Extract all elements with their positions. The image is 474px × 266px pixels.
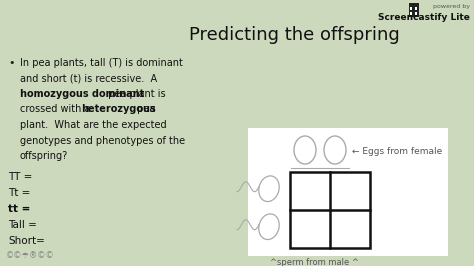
Bar	[290, 172, 370, 248]
Text: pea: pea	[134, 105, 155, 114]
Text: TT =: TT =	[8, 172, 32, 182]
Text: crossed with a: crossed with a	[20, 105, 94, 114]
Text: Short=: Short=	[8, 236, 45, 246]
Text: offspring?: offspring?	[20, 151, 68, 161]
Bar	[410, 7, 412, 10]
Bar	[248, 128, 448, 256]
Text: In pea plants, tall (T) is dominant: In pea plants, tall (T) is dominant	[20, 58, 183, 68]
Text: Screencastify Lite: Screencastify Lite	[378, 13, 470, 22]
Text: ©©☂®©©: ©©☂®©©	[6, 251, 55, 260]
Bar	[415, 7, 417, 10]
Ellipse shape	[294, 136, 316, 164]
Text: ^sperm from male ^: ^sperm from male ^	[270, 258, 359, 266]
Text: Tall =: Tall =	[8, 220, 37, 230]
Text: •: •	[8, 58, 15, 68]
Ellipse shape	[259, 176, 279, 202]
Text: Predicting the offspring: Predicting the offspring	[189, 26, 399, 44]
Text: heterozygous: heterozygous	[81, 105, 155, 114]
Text: powered by: powered by	[433, 4, 470, 9]
Text: tt =: tt =	[8, 204, 30, 214]
Ellipse shape	[259, 214, 279, 240]
Text: and short (t) is recessive.  A: and short (t) is recessive. A	[20, 73, 157, 84]
Ellipse shape	[324, 136, 346, 164]
Text: ← Eggs from female: ← Eggs from female	[352, 148, 442, 156]
Text: Tt =: Tt =	[8, 188, 30, 198]
Text: genotypes and phenotypes of the: genotypes and phenotypes of the	[20, 135, 185, 146]
Text: homozygous dominant: homozygous dominant	[20, 89, 144, 99]
Bar	[410, 12, 412, 15]
Text: pea plant is: pea plant is	[105, 89, 165, 99]
FancyBboxPatch shape	[409, 3, 419, 17]
Bar	[415, 12, 417, 15]
Text: plant.  What are the expected: plant. What are the expected	[20, 120, 167, 130]
